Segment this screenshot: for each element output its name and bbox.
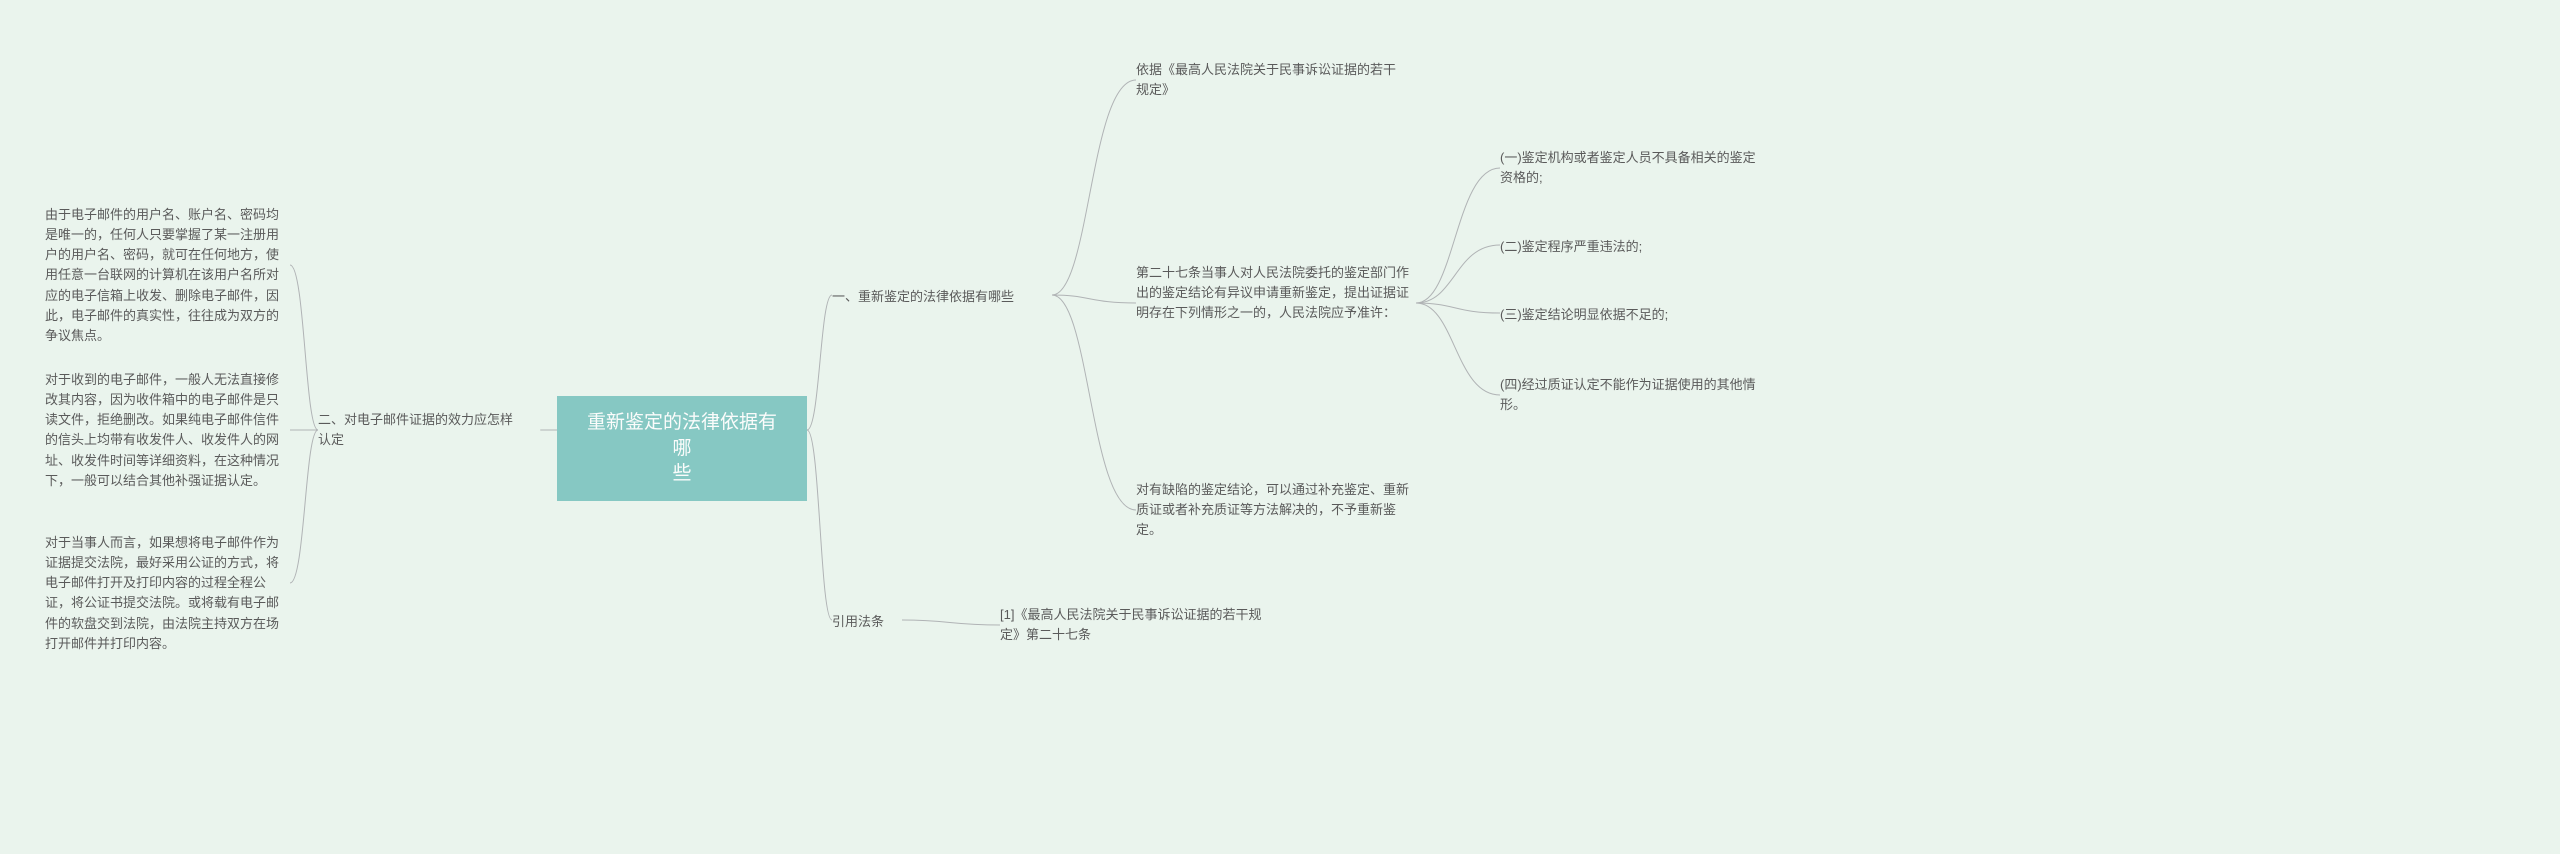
mindmap-root[interactable]: 重新鉴定的法律依据有哪些 <box>557 396 807 501</box>
branch-1-item-2: 第二十七条当事人对人民法院委托的鉴定部门作出的鉴定结论有异议申请重新鉴定，提出证… <box>1136 263 1416 323</box>
branch-1-item-1: 依据《最高人民法院关于民事诉讼证据的若干规定》 <box>1136 60 1406 100</box>
branch-ref-title[interactable]: 引用法条 <box>832 612 902 632</box>
branch-ref-item-1: [1]《最高人民法院关于民事诉讼证据的若干规定》第二十七条 <box>1000 605 1270 645</box>
branch-2-item-2: 对于收到的电子邮件，一般人无法直接修改其内容，因为收件箱中的电子邮件是只读文件，… <box>45 370 290 491</box>
branch-1-item-2-sub-1: (一)鉴定机构或者鉴定人员不具备相关的鉴定资格的; <box>1500 148 1765 188</box>
branch-2-title[interactable]: 二、对电子邮件证据的效力应怎样认定 <box>318 410 548 450</box>
branch-1-item-2-sub-2: (二)鉴定程序严重违法的; <box>1500 237 1765 257</box>
branch-1-item-3: 对有缺陷的鉴定结论，可以通过补充鉴定、重新质证或者补充质证等方法解决的，不予重新… <box>1136 480 1411 540</box>
branch-2-item-3: 对于当事人而言，如果想将电子邮件作为证据提交法院，最好采用公证的方式，将电子邮件… <box>45 533 290 654</box>
branch-1-item-2-sub-4: (四)经过质证认定不能作为证据使用的其他情形。 <box>1500 375 1765 415</box>
branch-1-item-2-sub-3: (三)鉴定结论明显依据不足的; <box>1500 305 1765 325</box>
branch-1-title[interactable]: 一、重新鉴定的法律依据有哪些 <box>832 287 1052 307</box>
branch-2-item-1: 由于电子邮件的用户名、账户名、密码均是唯一的，任何人只要掌握了某一注册用户的用户… <box>45 205 290 346</box>
